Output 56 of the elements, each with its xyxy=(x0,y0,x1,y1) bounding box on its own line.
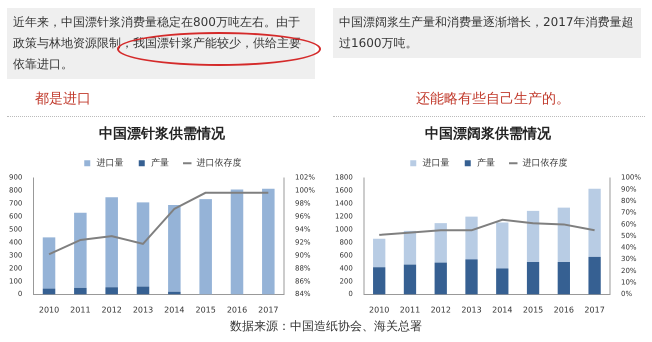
x-tick-label: 2014 xyxy=(492,305,512,314)
x-tick-label: 2017 xyxy=(584,305,605,314)
x-tick-label: 2011 xyxy=(400,305,420,314)
legend-label: 进口量 xyxy=(422,158,450,169)
x-tick-label: 2013 xyxy=(132,305,154,314)
bar xyxy=(588,256,601,294)
bar xyxy=(136,202,150,287)
bar xyxy=(588,188,601,257)
bar xyxy=(136,286,150,294)
bar xyxy=(230,189,244,294)
bar xyxy=(373,238,386,268)
bar xyxy=(105,197,118,288)
chart-title: 中国漂阔浆供需情况 xyxy=(425,126,552,142)
x-tick-label: 2016 xyxy=(554,305,574,314)
x-tick-label: 2010 xyxy=(38,305,60,314)
x-tick-label: 2015 xyxy=(522,305,544,314)
legend-label: 进口量 xyxy=(96,158,124,169)
legend-label: 进口依存度 xyxy=(522,158,568,169)
bar xyxy=(434,262,447,294)
bar xyxy=(404,230,416,265)
bar xyxy=(42,237,56,289)
x-tick-label: 2012 xyxy=(102,305,122,314)
bar xyxy=(526,262,540,294)
bar xyxy=(434,223,447,263)
x-tick-label: 2013 xyxy=(461,305,482,314)
x-tick-label: 2010 xyxy=(369,305,390,314)
bar xyxy=(465,216,478,260)
bar xyxy=(42,288,56,294)
bar xyxy=(373,267,386,294)
bar xyxy=(465,259,478,294)
x-tick-label: 2017 xyxy=(258,305,279,314)
text: 还能略有些自己生产的。 xyxy=(416,90,570,108)
source-note: 数据来源：中国造纸协会、海关总署 xyxy=(229,318,423,335)
legend-label: 进口依存度 xyxy=(196,158,242,169)
bar xyxy=(526,210,540,262)
bar xyxy=(74,212,87,288)
bar xyxy=(496,222,508,268)
x-tick-label: 2015 xyxy=(195,305,216,314)
x-tick-label: 2011 xyxy=(70,305,91,314)
bar xyxy=(404,264,416,294)
legend-label: 产量 xyxy=(476,158,495,169)
x-tick-label: 2016 xyxy=(226,305,248,314)
legend-label: 产量 xyxy=(150,158,169,169)
bar xyxy=(168,205,181,292)
text: 都是进口 xyxy=(35,90,91,108)
bar xyxy=(558,208,570,262)
x-tick-label: 2014 xyxy=(164,305,185,314)
bar xyxy=(262,188,275,294)
bar xyxy=(558,262,570,294)
bar xyxy=(74,288,87,294)
chart-title: 中国漂针浆供需情况 xyxy=(99,126,226,142)
bar xyxy=(105,287,118,294)
text: 中国漂阔浆生产量和消费量逐渐增长，2017年消费量超过1600万吨。 xyxy=(333,8,641,58)
x-tick-label: 2012 xyxy=(430,305,451,314)
bar xyxy=(199,199,212,294)
bar xyxy=(496,268,508,294)
